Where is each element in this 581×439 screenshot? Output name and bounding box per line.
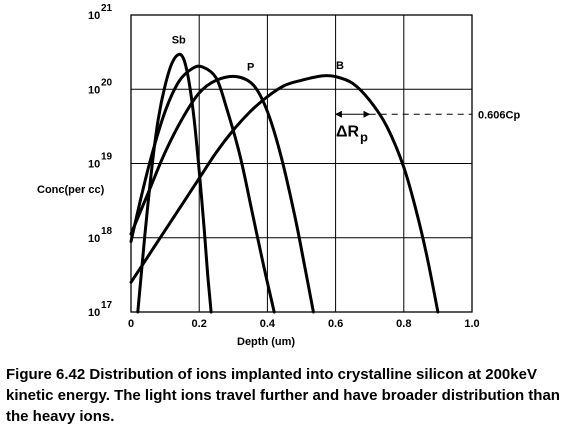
x-tick-label: 0.8 [396, 318, 411, 330]
x-tick-label: 0 [128, 318, 134, 330]
y-tick-exponent: 17 [101, 300, 113, 311]
x-tick-label: 0.6 [328, 318, 343, 330]
series-label-b: B [336, 60, 344, 72]
x-tick-label: 1.0 [464, 318, 479, 330]
y-tick-exponent: 19 [101, 152, 113, 163]
y-tick-exponent: 20 [101, 77, 113, 88]
y-tick-label: 10 [88, 233, 100, 245]
series-line-unlabeled-1 [129, 64, 276, 314]
series-lines: Sb P B [129, 34, 440, 314]
series-label-p: P [247, 62, 254, 74]
y-tick-label: 10 [88, 159, 100, 171]
annotations: 0.606Cp ΔR p [334, 109, 520, 144]
x-axis-label: Depth (um) [237, 336, 295, 348]
plot-frame [130, 14, 473, 313]
series-line-p [129, 74, 315, 314]
y-tick-exponent: 21 [101, 3, 113, 14]
x-tick-label: 0.4 [260, 318, 276, 330]
series-line-b [129, 74, 440, 314]
y-tick-exponent: 18 [101, 226, 113, 237]
y-tick-label: 10 [88, 10, 100, 22]
reference-line-label: 0.606Cp [478, 109, 520, 121]
series-line-sb [136, 52, 213, 314]
series-label-sb: Sb [172, 34, 186, 46]
grid [130, 14, 473, 313]
x-tick-labels: 0 0.2 0.4 0.6 0.8 1.0 [128, 318, 480, 330]
y-tick-label: 10 [88, 307, 100, 319]
figure-caption: Figure 6.42 Distribution of ions implant… [6, 366, 560, 425]
delta-rp-subscript: p [360, 129, 368, 144]
y-tick-label: 10 [88, 84, 100, 96]
y-axis-label: Conc(per cc) [37, 184, 105, 196]
x-tick-label: 0.2 [192, 318, 207, 330]
delta-rp-label: ΔR [336, 123, 360, 140]
